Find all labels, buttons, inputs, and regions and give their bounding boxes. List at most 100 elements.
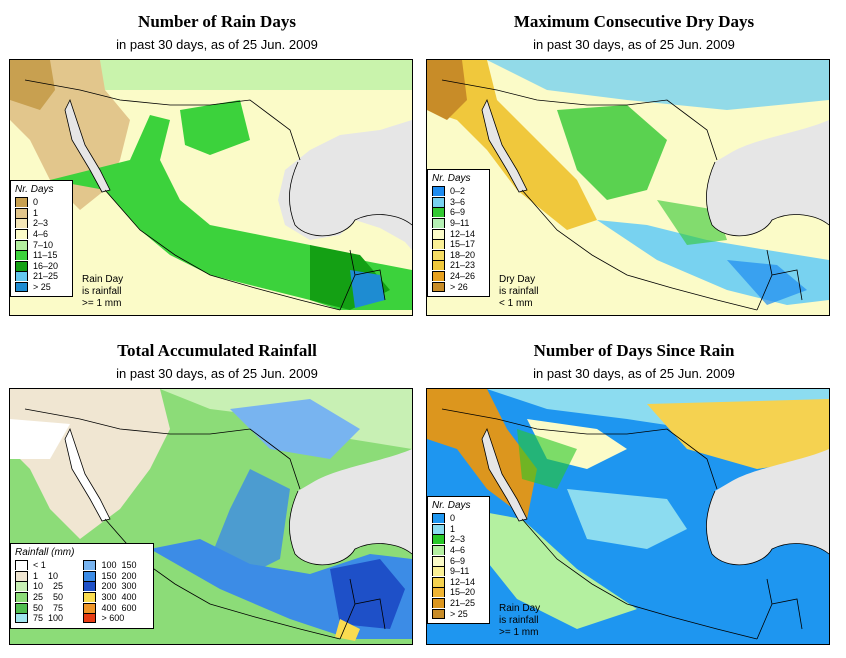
legend-entry: 21–25 — [432, 598, 485, 609]
note-line: >= 1 mm — [82, 298, 122, 309]
legend-entry: 15–17 — [432, 239, 485, 250]
legend-label: 9–11 — [450, 566, 470, 577]
legend-label: 2–3 — [33, 218, 49, 229]
map-canvas — [10, 60, 412, 315]
legend-label: > 600 — [101, 613, 125, 624]
legend-title: Nr. Days — [15, 184, 54, 195]
legend-label: > 25 — [450, 608, 468, 619]
legend-swatch — [432, 249, 445, 260]
legend-label: 4–6 — [33, 229, 49, 240]
legend-swatch — [432, 196, 445, 207]
panel-subtitle: in past 30 days, as of 25 Jun. 2009 — [533, 37, 735, 52]
legend-entry: 1 — [15, 207, 68, 219]
legend-entry: 6–9 — [432, 207, 485, 218]
legend-entry: 6–9 — [432, 555, 485, 566]
legend-entry: 25 50 — [15, 592, 75, 603]
legend-swatch — [15, 239, 28, 250]
map-max-dry-days — [426, 59, 830, 316]
legend-entry: 9–11 — [432, 566, 485, 577]
legend-label: 12–14 — [450, 228, 476, 239]
legend-swatch — [83, 602, 97, 613]
dry-day-note: Dry Day is rainfall < 1 mm — [499, 274, 538, 310]
legend-days-since-rain: Nr. Days 0 1 2–3 4–6 6–9 9–11 12–14 15–20 21–25 >… — [427, 496, 490, 624]
legend-swatch — [83, 560, 97, 571]
legend-rain-days: Nr. Days 0 1 2–3 4–6 7–10 11–15 16–20 21–25 > 25 — [10, 180, 73, 298]
legend-swatch — [83, 592, 97, 603]
legend-title: Nr. Days — [432, 173, 471, 184]
legend-label: 50 75 — [33, 602, 64, 613]
legend-entry: 200 300 — [83, 581, 149, 592]
legend-swatch — [15, 271, 28, 282]
legend-swatch — [15, 207, 28, 218]
legend-entry: 4–6 — [15, 229, 68, 240]
panel-max-dry-days: Maximum Consecutive Dry Days in past 30 … — [426, 8, 842, 328]
legend-swatch — [432, 555, 445, 566]
legend-entry: 2–3 — [432, 534, 485, 545]
legend-max-dry-days: Nr. Days 0–2 3–6 6–9 9–11 12–14 15–17 18–20 21–… — [427, 169, 490, 297]
legend-label: 21–25 — [33, 271, 59, 282]
legend-entry: > 25 — [432, 608, 485, 619]
legend-entry: 21–23 — [432, 260, 485, 271]
panel-title: Maximum Consecutive Dry Days — [513, 12, 755, 31]
legend-swatch — [432, 534, 445, 545]
legend-label: 11–15 — [33, 250, 58, 261]
legend-swatch — [432, 218, 445, 229]
legend-entry: 50 75 — [15, 602, 75, 613]
legend-swatch — [432, 228, 445, 239]
legend-entry: 11–15 — [15, 250, 68, 261]
note-line: Rain Day — [82, 274, 124, 285]
legend-label: 150 200 — [101, 570, 137, 581]
legend-title: Nr. Days — [432, 500, 471, 511]
legend-entry: 0 — [432, 513, 485, 524]
note-line: is rainfall — [499, 615, 539, 626]
legend-label: 18–20 — [450, 249, 476, 260]
legend-entry: 7–10 — [15, 239, 68, 250]
legend-label: 9–11 — [450, 218, 470, 229]
panel-title: Number of Days Since Rain — [533, 341, 735, 360]
legend-entry: 100 150 — [83, 560, 149, 571]
legend-entry: > 26 — [432, 281, 485, 292]
legend-entry: 0 — [15, 197, 68, 208]
legend-swatch — [83, 581, 97, 592]
note-line: Rain Day — [499, 603, 541, 614]
legend-label: 2–3 — [450, 534, 466, 545]
note-line: >= 1 mm — [499, 627, 539, 638]
legend-swatch — [432, 608, 445, 619]
legend-label: 1 10 — [33, 570, 59, 581]
legend-entry: 75 100 — [15, 613, 75, 624]
legend-label: 21–25 — [450, 598, 476, 609]
legend-entry: 4–6 — [432, 545, 485, 556]
legend-swatch — [83, 570, 97, 581]
map-canvas — [427, 60, 829, 315]
note-line: < 1 mm — [499, 298, 533, 309]
legend-label: 200 300 — [101, 581, 137, 592]
legend-label: > 25 — [33, 282, 51, 293]
rain-day-note: Rain Day is rainfall >= 1 mm — [499, 603, 540, 639]
legend-entry: 2–3 — [15, 218, 68, 229]
legend-entry: 400 600 — [83, 602, 149, 613]
rain-day-note: Rain Day is rainfall >= 1 mm — [82, 274, 123, 310]
legend-swatch — [15, 570, 28, 581]
legend-swatch — [432, 566, 445, 577]
legend-entry: 150 200 — [83, 570, 149, 582]
legend-swatch — [15, 260, 28, 271]
legend-swatch — [15, 613, 28, 624]
legend-entry: 15–20 — [432, 587, 485, 598]
legend-label: 15–17 — [450, 239, 476, 250]
legend-swatch — [432, 576, 445, 587]
map-days-since-rain — [426, 388, 830, 645]
legend-entry: 21–25 — [15, 271, 68, 282]
panel-rain-days: Number of Rain Days in past 30 days, as … — [9, 8, 425, 328]
legend-entry: 10 25 — [15, 581, 75, 592]
legend-label: 15–20 — [450, 587, 476, 598]
legend-label: 100 150 — [101, 560, 137, 571]
panel-subtitle: in past 30 days, as of 25 Jun. 2009 — [116, 366, 318, 381]
legend-label: 3–6 — [450, 196, 466, 207]
legend-swatch — [15, 218, 28, 229]
legend-label: < 1 — [33, 560, 46, 571]
panel-subtitle: in past 30 days, as of 25 Jun. 2009 — [533, 366, 735, 381]
legend-swatch — [432, 598, 445, 609]
legend-label: 25 50 — [33, 592, 64, 603]
legend-swatch — [15, 560, 28, 571]
